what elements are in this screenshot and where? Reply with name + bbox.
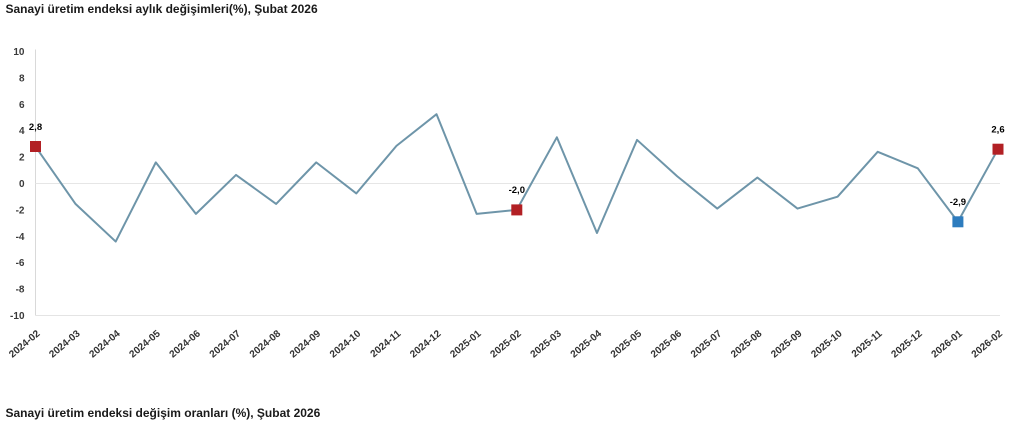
svg-text:2,6: 2,6 [991, 125, 1004, 136]
svg-text:-2,0: -2,0 [509, 185, 525, 196]
svg-text:8: 8 [19, 73, 25, 84]
svg-text:-4: -4 [16, 232, 25, 243]
svg-text:-2,9: -2,9 [950, 197, 966, 208]
svg-text:Sanayi üretim endeksi değişim: Sanayi üretim endeksi değişim oranları (… [6, 406, 321, 420]
svg-text:-10: -10 [10, 311, 25, 322]
svg-text:Sanayi üretim endeksi aylık de: Sanayi üretim endeksi aylık değişimleri(… [6, 2, 318, 16]
svg-text:6: 6 [19, 100, 25, 111]
svg-text:-2: -2 [16, 205, 25, 216]
svg-text:4: 4 [19, 126, 25, 137]
svg-text:-8: -8 [16, 285, 25, 296]
svg-text:0: 0 [19, 179, 25, 190]
svg-text:2,8: 2,8 [29, 122, 42, 133]
svg-text:2: 2 [19, 153, 25, 164]
svg-text:10: 10 [13, 47, 25, 58]
svg-text:-6: -6 [16, 258, 25, 269]
